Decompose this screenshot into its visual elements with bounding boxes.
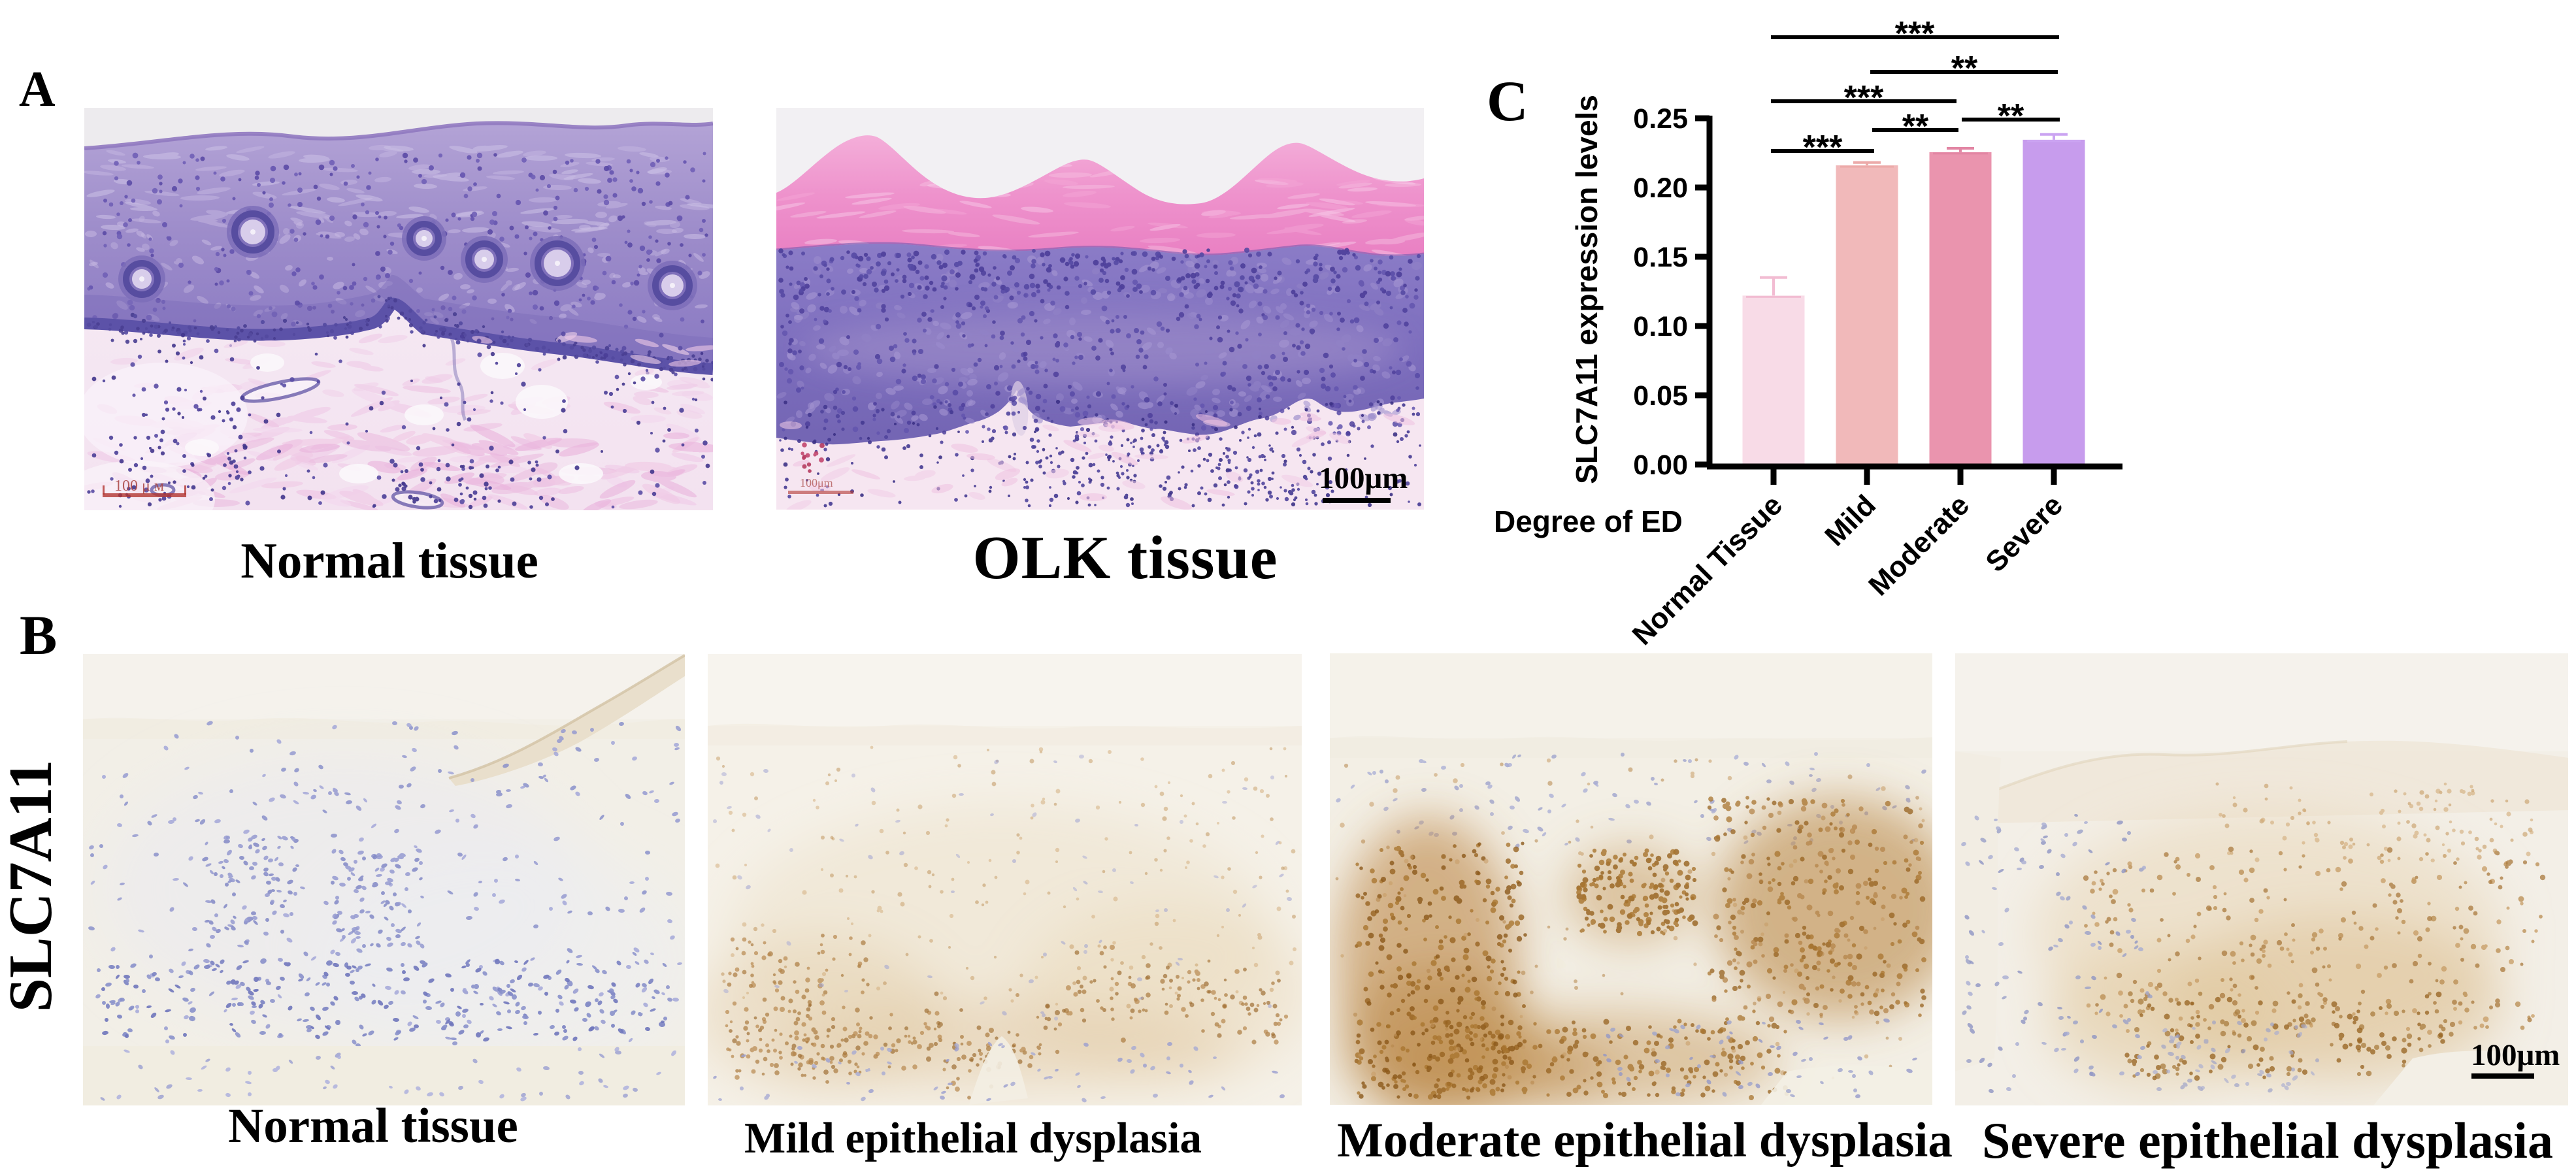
svg-text:100μm: 100μm (800, 476, 833, 489)
svg-text:100 μ м: 100 μ м (114, 478, 164, 495)
svg-text:100μm: 100μm (1319, 461, 1408, 495)
